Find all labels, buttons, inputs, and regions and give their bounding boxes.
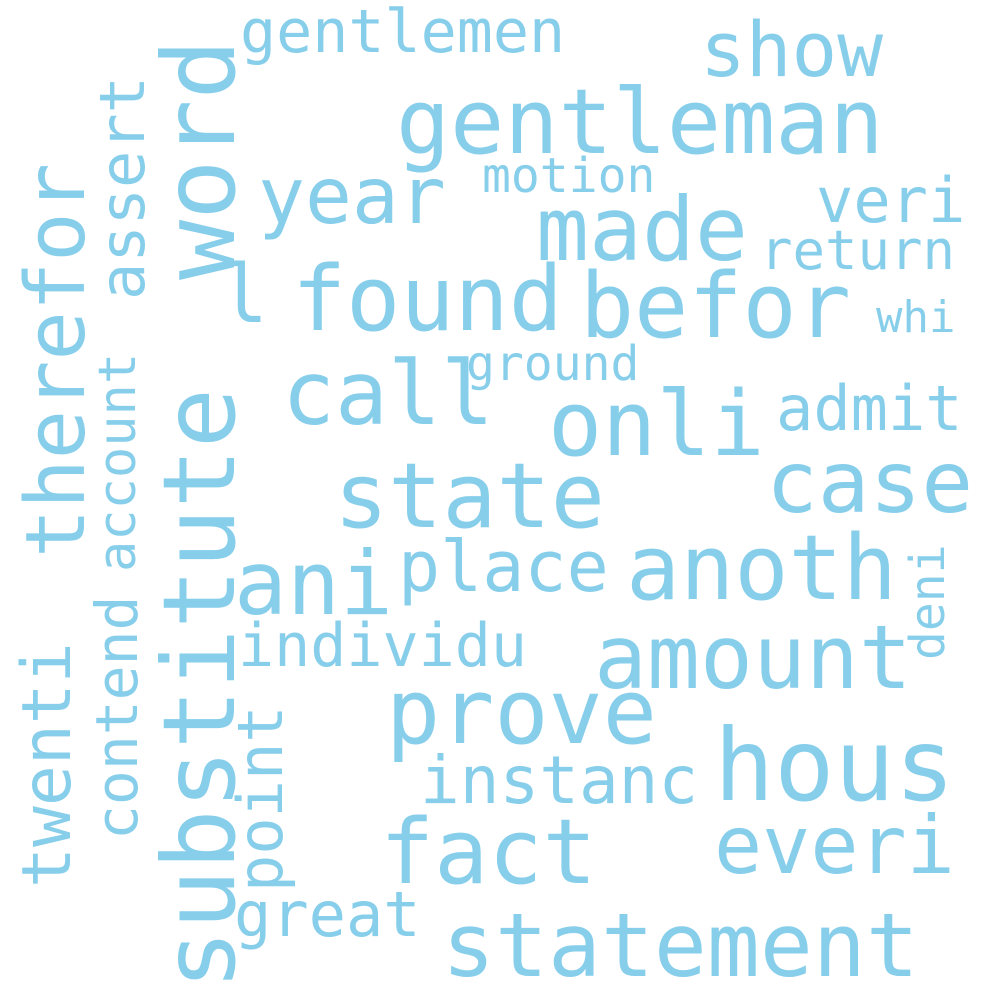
word-individu: individu: [238, 611, 527, 681]
word-deni: deni: [900, 544, 956, 660]
word-hous: hous: [714, 707, 955, 824]
word-found: found: [292, 247, 563, 352]
word-motion: motion: [482, 148, 656, 204]
word-amount: amount: [594, 606, 912, 709]
word-word: word: [141, 39, 258, 280]
word-everi: everi: [714, 799, 955, 892]
word-contend: contend: [83, 595, 151, 840]
word-year: year: [258, 152, 446, 242]
word-substitute: substitute: [141, 387, 258, 990]
word-ground: ground: [466, 336, 640, 392]
word-gentlemen: gentlemen: [240, 0, 566, 67]
word-fact: fact: [380, 800, 597, 905]
word-ani: ani: [234, 532, 393, 635]
word-onli: onli: [548, 372, 765, 477]
word-anoth: anoth: [626, 516, 897, 621]
word-made: made: [536, 178, 748, 281]
word-veri: veri: [816, 164, 966, 237]
word-show: show: [700, 5, 884, 94]
word-great: great: [234, 878, 421, 951]
word-whi: whi: [876, 292, 956, 343]
word-statement: statement: [442, 894, 919, 997]
word-admit: admit: [776, 372, 963, 445]
word-place: place: [398, 526, 609, 608]
word-state: state: [334, 444, 605, 549]
word-case: case: [766, 433, 974, 533]
word-instanc: instanc: [420, 742, 699, 819]
word-prove: prove: [386, 660, 657, 765]
word-twenti: twenti: [8, 642, 87, 888]
word-account: account: [88, 352, 148, 572]
word-assert: assert: [86, 76, 159, 300]
word-gentleman: gentleman: [396, 70, 884, 175]
word-return: return: [760, 219, 956, 282]
word-befor: befor: [580, 254, 851, 359]
word-point: point: [224, 705, 297, 892]
word-call: call: [282, 342, 494, 445]
word-l: l: [220, 248, 269, 341]
